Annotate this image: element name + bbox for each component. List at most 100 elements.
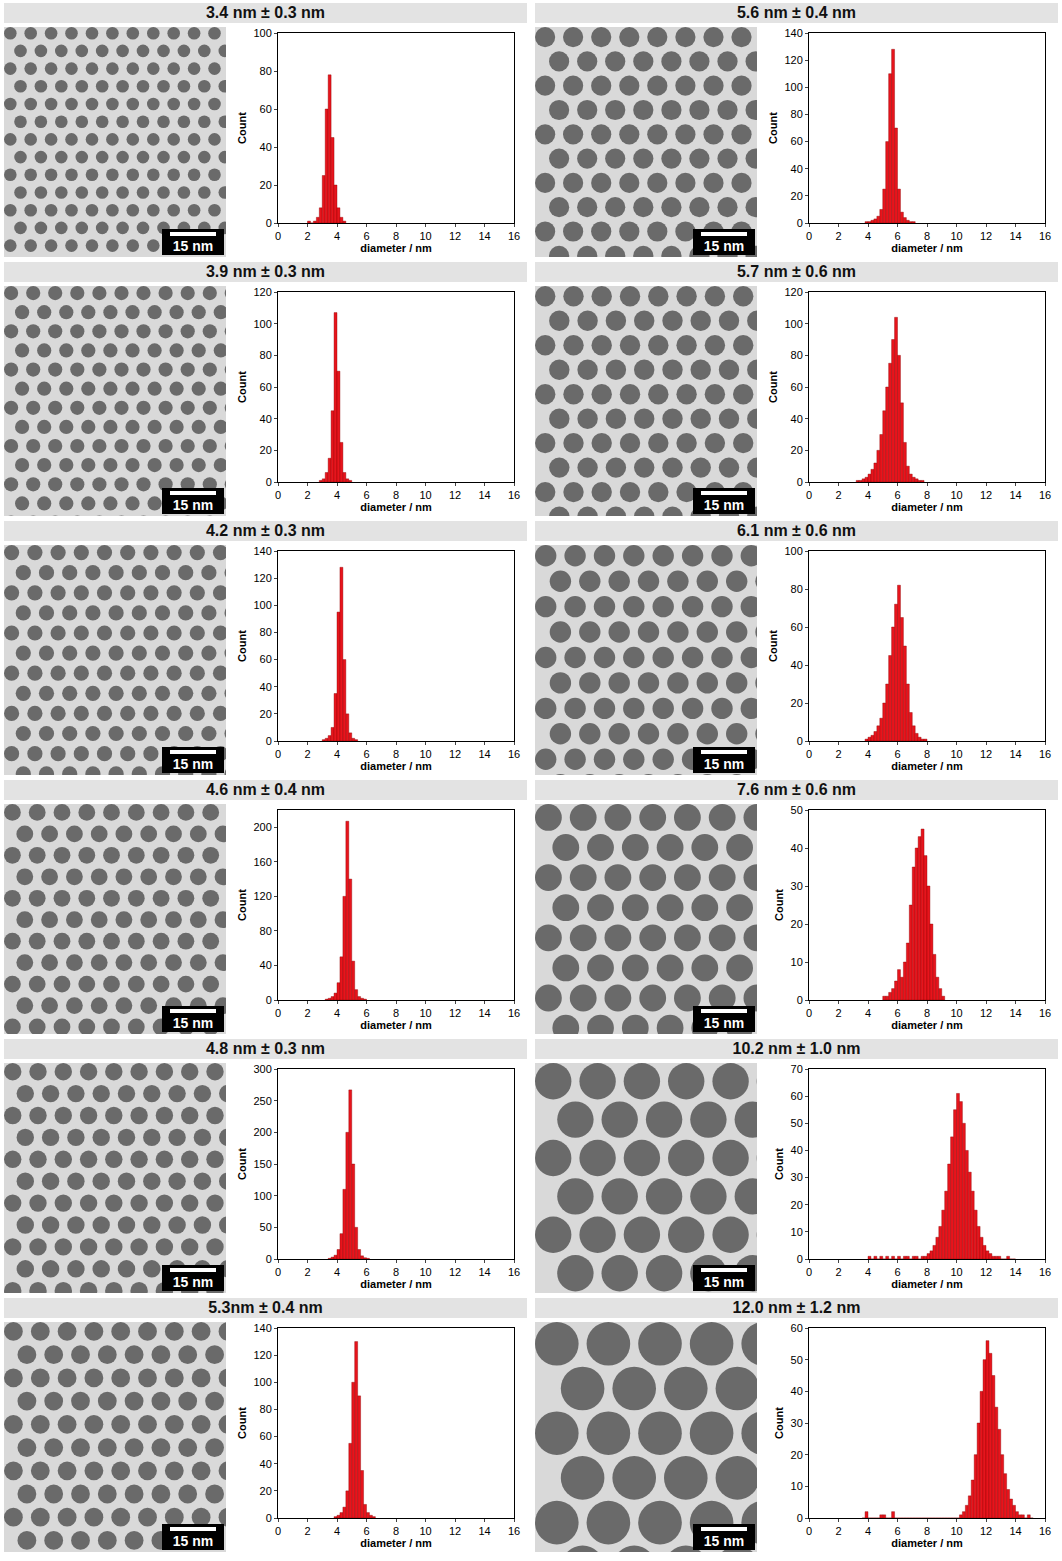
svg-text:0: 0	[275, 1525, 281, 1537]
svg-text:Count: Count	[773, 1407, 785, 1439]
svg-text:10: 10	[419, 748, 431, 760]
svg-text:10: 10	[791, 956, 803, 968]
svg-text:50: 50	[260, 1221, 272, 1233]
svg-text:40: 40	[791, 163, 803, 175]
svg-text:0: 0	[266, 994, 272, 1006]
svg-text:6: 6	[894, 1525, 900, 1537]
svg-text:6: 6	[894, 748, 900, 760]
svg-text:30: 30	[791, 1417, 803, 1429]
svg-text:0: 0	[275, 230, 281, 242]
svg-text:12: 12	[980, 489, 992, 501]
svg-text:20: 20	[791, 1449, 803, 1461]
svg-text:Count: Count	[767, 371, 779, 403]
svg-text:0: 0	[275, 1007, 281, 1019]
svg-text:200: 200	[253, 1126, 271, 1138]
svg-text:4: 4	[865, 1525, 871, 1537]
svg-text:0: 0	[275, 489, 281, 501]
svg-text:100: 100	[253, 318, 271, 330]
svg-text:12: 12	[980, 230, 992, 242]
svg-text:0: 0	[797, 1253, 803, 1265]
svg-text:15 nm: 15 nm	[704, 1533, 744, 1549]
svg-text:diameter / nm: diameter / nm	[891, 1537, 963, 1549]
svg-text:0: 0	[806, 1266, 812, 1278]
svg-text:12: 12	[449, 489, 461, 501]
svg-text:40: 40	[791, 413, 803, 425]
svg-text:40: 40	[791, 1385, 803, 1397]
svg-text:10: 10	[419, 1266, 431, 1278]
svg-text:6: 6	[363, 1266, 369, 1278]
svg-text:8: 8	[924, 1525, 930, 1537]
svg-text:10: 10	[791, 1226, 803, 1238]
svg-text:10: 10	[950, 1525, 962, 1537]
svg-text:30: 30	[791, 1171, 803, 1183]
svg-text:0: 0	[806, 489, 812, 501]
svg-text:20: 20	[260, 708, 272, 720]
svg-text:12: 12	[449, 1007, 461, 1019]
svg-text:80: 80	[260, 1403, 272, 1415]
svg-text:15 nm: 15 nm	[704, 238, 744, 254]
svg-text:2: 2	[304, 1007, 310, 1019]
svg-text:Count: Count	[236, 630, 248, 662]
svg-text:12: 12	[449, 230, 461, 242]
svg-text:4: 4	[334, 748, 340, 760]
svg-text:0: 0	[266, 217, 272, 229]
svg-text:diameter / nm: diameter / nm	[891, 760, 963, 772]
svg-text:10: 10	[950, 1007, 962, 1019]
svg-text:16: 16	[508, 230, 520, 242]
svg-text:80: 80	[260, 626, 272, 638]
svg-text:6: 6	[894, 489, 900, 501]
svg-text:0: 0	[275, 1266, 281, 1278]
svg-text:14: 14	[1009, 1007, 1021, 1019]
svg-text:diameter / nm: diameter / nm	[360, 760, 432, 772]
svg-text:60: 60	[260, 653, 272, 665]
svg-text:80: 80	[791, 583, 803, 595]
svg-text:30: 30	[791, 880, 803, 892]
svg-text:14: 14	[478, 1525, 490, 1537]
svg-text:14: 14	[1009, 230, 1021, 242]
svg-text:40: 40	[260, 959, 272, 971]
svg-text:40: 40	[791, 1144, 803, 1156]
svg-text:0: 0	[797, 735, 803, 747]
svg-text:15 nm: 15 nm	[173, 497, 213, 513]
svg-text:4: 4	[865, 489, 871, 501]
svg-text:12: 12	[980, 1266, 992, 1278]
svg-text:Count: Count	[236, 371, 248, 403]
svg-text:Count: Count	[236, 1407, 248, 1439]
svg-text:8: 8	[924, 748, 930, 760]
svg-text:0: 0	[266, 1512, 272, 1524]
svg-text:diameter / nm: diameter / nm	[891, 501, 963, 513]
svg-text:80: 80	[260, 65, 272, 77]
svg-text:100: 100	[253, 1376, 271, 1388]
svg-text:0: 0	[797, 476, 803, 488]
svg-text:14: 14	[478, 1007, 490, 1019]
svg-text:4: 4	[865, 748, 871, 760]
svg-text:2: 2	[835, 1525, 841, 1537]
svg-text:50: 50	[791, 1354, 803, 1366]
svg-text:120: 120	[784, 286, 802, 298]
svg-text:diameter / nm: diameter / nm	[360, 1278, 432, 1290]
svg-text:14: 14	[1009, 489, 1021, 501]
svg-text:15 nm: 15 nm	[173, 1015, 213, 1031]
svg-text:300: 300	[253, 1063, 271, 1075]
svg-text:16: 16	[1039, 1266, 1051, 1278]
svg-text:6: 6	[894, 230, 900, 242]
svg-text:40: 40	[260, 681, 272, 693]
svg-text:15 nm: 15 nm	[173, 1533, 213, 1549]
svg-text:120: 120	[253, 890, 271, 902]
svg-text:100: 100	[253, 1190, 271, 1202]
svg-text:2: 2	[835, 489, 841, 501]
svg-text:10: 10	[419, 1007, 431, 1019]
svg-text:20: 20	[791, 444, 803, 456]
svg-text:14: 14	[478, 748, 490, 760]
svg-text:20: 20	[260, 444, 272, 456]
svg-text:16: 16	[508, 748, 520, 760]
svg-text:2: 2	[304, 489, 310, 501]
svg-text:60: 60	[791, 381, 803, 393]
svg-text:80: 80	[260, 349, 272, 361]
svg-text:4: 4	[334, 230, 340, 242]
svg-text:120: 120	[253, 572, 271, 584]
svg-text:Count: Count	[236, 889, 248, 921]
svg-text:0: 0	[806, 1007, 812, 1019]
svg-text:4: 4	[334, 1266, 340, 1278]
svg-text:6: 6	[363, 230, 369, 242]
